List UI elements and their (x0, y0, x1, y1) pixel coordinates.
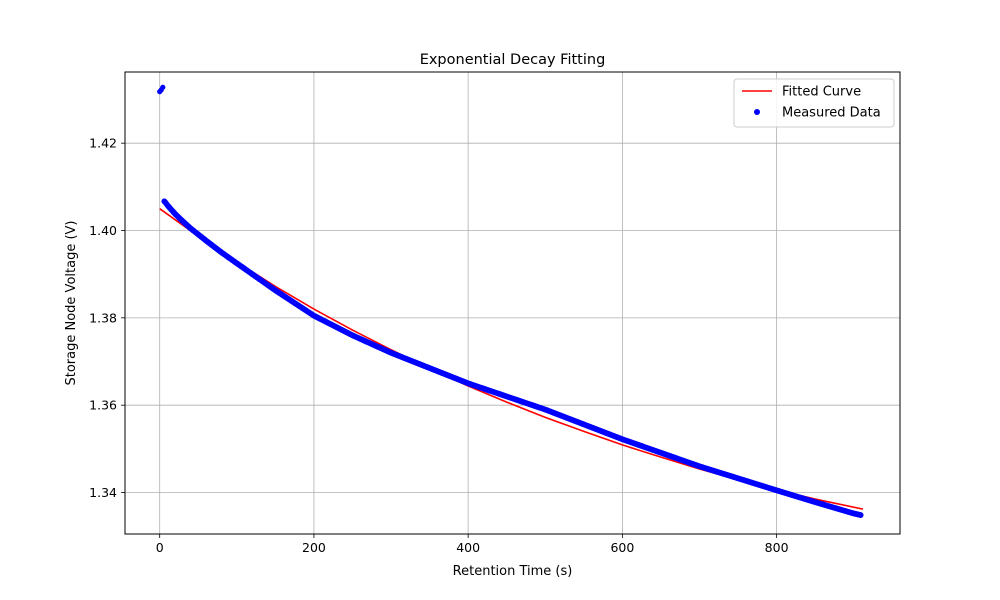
measured-data-point (160, 84, 166, 90)
x-tick-label: 600 (610, 540, 634, 555)
x-axis-label: Retention Time (s) (453, 564, 573, 579)
measured-data-point (857, 512, 864, 518)
y-axis-label: Storage Node Voltage (V) (64, 221, 79, 386)
plot-area-frame (124, 71, 901, 535)
legend-measured-data-label: Measured Data (782, 106, 881, 121)
y-tick-label: 1.36 (89, 398, 117, 413)
measured-data-layer (157, 84, 864, 518)
legend-box (733, 78, 895, 128)
y-tick-label: 1.40 (89, 223, 117, 238)
grid-lines (125, 72, 900, 534)
chart-title: Exponential Decay Fitting (420, 52, 606, 68)
y-tick-label: 1.42 (89, 136, 117, 151)
axis-ticks: 0 200 400 600 800 1.34 1.36 1.38 1.40 1.42 (89, 136, 788, 555)
legend: Fitted Curve Measured Data (733, 78, 895, 128)
x-tick-label: 0 (156, 540, 164, 555)
x-tick-label: 400 (456, 540, 480, 555)
x-tick-label: 800 (765, 540, 789, 555)
x-tick-label: 200 (302, 540, 326, 555)
y-tick-label: 1.38 (89, 310, 117, 325)
legend-fitted-curve-label: Fitted Curve (782, 85, 861, 100)
y-tick-label: 1.34 (89, 485, 117, 500)
legend-measured-marker-swatch (754, 109, 760, 115)
